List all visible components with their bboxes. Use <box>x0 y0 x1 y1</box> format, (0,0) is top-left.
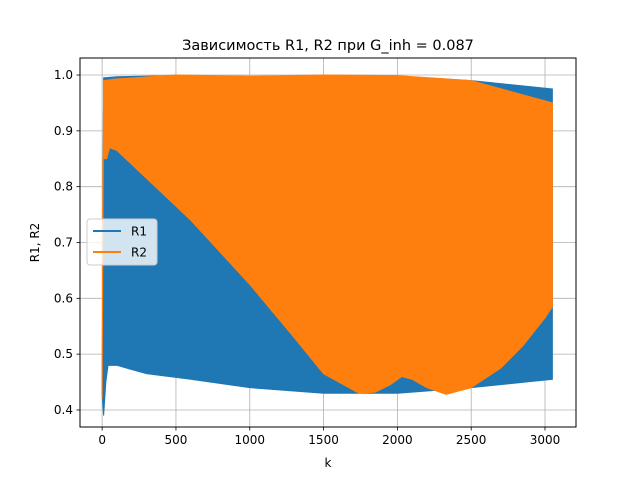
y-tick-label-3: 0.7 <box>54 236 73 250</box>
chart-title: Зависимость R1, R2 при G_inh = 0.087 <box>182 38 474 54</box>
y-tick-label-0: 0.4 <box>54 403 73 417</box>
y-tick-label-4: 0.8 <box>54 180 73 194</box>
series-layer <box>101 74 553 416</box>
x-tick-label-3: 1500 <box>308 433 339 447</box>
axis-ticks: 0 500 1000 1500 2000 2500 3000 0.4 0.5 0.6 0.7 0.8 0… <box>54 68 560 447</box>
y-tick-label-6: 1.0 <box>54 68 73 82</box>
y-tick-label-1: 0.5 <box>54 347 73 361</box>
x-axis-label: k <box>325 456 332 470</box>
x-tick-label-6: 3000 <box>530 433 561 447</box>
series-band-r2 <box>101 74 553 399</box>
y-tick-label-2: 0.6 <box>54 291 73 305</box>
legend-label-r1: R1 <box>131 225 147 239</box>
x-tick-label-0: 0 <box>98 433 106 447</box>
x-tick-label-1: 500 <box>164 433 187 447</box>
legend: R1 R2 <box>86 218 158 266</box>
x-tick-label-5: 2500 <box>456 433 487 447</box>
y-axis-label: R1, R2 <box>28 223 42 263</box>
x-tick-label-2: 1000 <box>234 433 265 447</box>
y-tick-label-5: 0.9 <box>54 124 73 138</box>
x-tick-label-4: 2000 <box>382 433 413 447</box>
legend-label-r2: R2 <box>131 246 147 260</box>
